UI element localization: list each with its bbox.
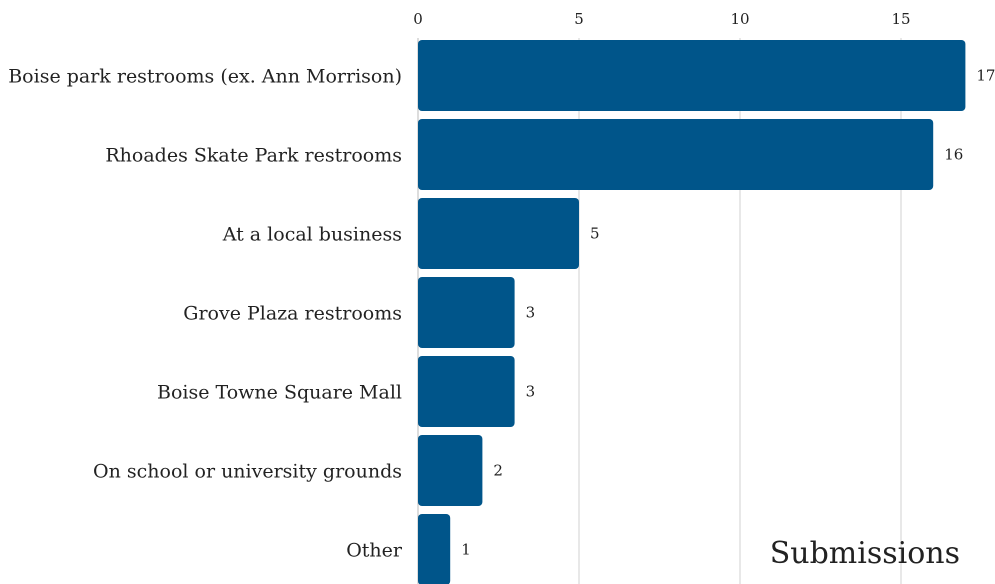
category-label: Other — [346, 540, 403, 562]
x-tick-label: 0 — [413, 10, 423, 28]
category-label: Boise Towne Square Mall — [157, 382, 402, 404]
category-label: Boise park restrooms (ex. Ann Morrison) — [8, 66, 402, 88]
value-label: 2 — [493, 462, 503, 480]
value-label: 3 — [526, 304, 536, 322]
bar — [418, 514, 451, 584]
value-label: 1 — [461, 541, 471, 559]
x-axis-ticks: 0 5 10 15 — [413, 10, 910, 28]
bar — [418, 40, 966, 111]
category-labels: Boise park restrooms (ex. Ann Morrison) R… — [8, 66, 403, 562]
value-label: 3 — [526, 383, 536, 401]
category-label: At a local business — [222, 224, 402, 246]
bar — [418, 435, 483, 506]
value-label: 16 — [944, 146, 963, 164]
category-label: Grove Plaza restrooms — [183, 303, 402, 325]
value-labels: 17 16 5 3 3 2 1 — [461, 67, 995, 559]
value-label: 5 — [590, 225, 600, 243]
x-axis-title: Submissions — [770, 536, 960, 571]
category-label: Rhoades Skate Park restrooms — [105, 145, 402, 167]
value-label: 17 — [976, 67, 995, 85]
bar — [418, 119, 934, 190]
x-tick-label: 15 — [891, 10, 910, 28]
bar — [418, 277, 515, 348]
x-tick-label: 10 — [730, 10, 749, 28]
bar — [418, 356, 515, 427]
x-tick-label: 5 — [574, 10, 584, 28]
bars — [418, 40, 966, 584]
category-label: On school or university grounds — [93, 461, 402, 483]
bar — [418, 198, 579, 269]
